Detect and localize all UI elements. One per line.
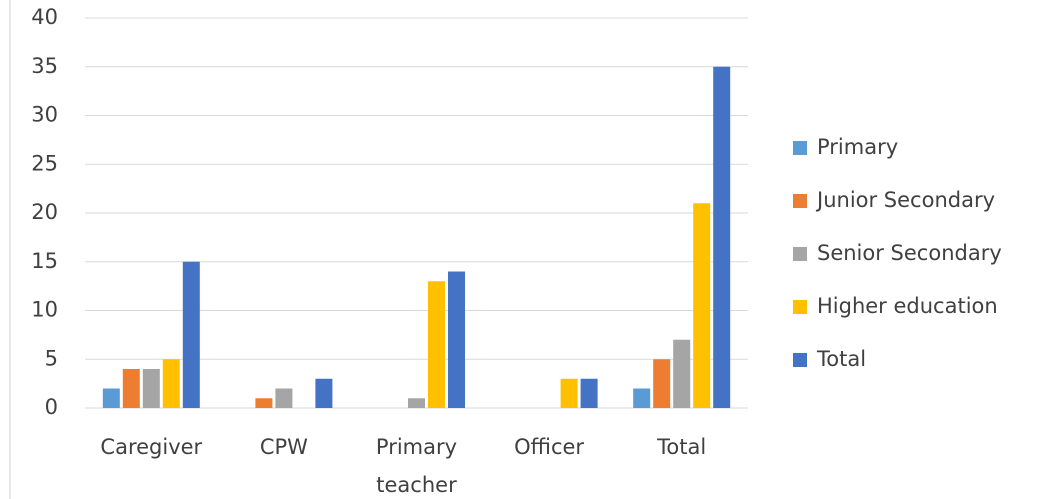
y-tick-label: 35 <box>31 54 58 78</box>
bar <box>653 359 671 408</box>
y-tick-label: 0 <box>45 395 58 419</box>
legend-label: Senior Secondary <box>817 241 1002 265</box>
bar <box>693 203 711 408</box>
bar <box>560 378 578 408</box>
legend-label: Primary <box>817 135 898 159</box>
legend-swatch <box>793 247 807 261</box>
y-tick-label: 30 <box>31 103 58 127</box>
legend-swatch <box>793 353 807 367</box>
legend-swatch <box>793 194 807 208</box>
y-tick-label: 15 <box>31 249 58 273</box>
y-tick-label: 5 <box>45 346 58 370</box>
bar <box>428 281 445 408</box>
x-tick-label: Caregiver <box>100 435 202 459</box>
y-tick-label: 40 <box>31 5 58 29</box>
legend-swatch <box>793 141 807 155</box>
y-tick-label: 10 <box>31 298 58 322</box>
bar <box>315 378 333 408</box>
legend-swatch <box>793 300 807 314</box>
bar <box>142 369 160 408</box>
bar <box>408 398 425 408</box>
x-tick-label: Primary teacher <box>376 435 457 497</box>
bar <box>580 378 598 408</box>
x-tick-label: CPW <box>260 435 308 459</box>
bar <box>713 66 731 408</box>
bar <box>102 388 120 408</box>
bar <box>122 369 140 408</box>
bar <box>673 339 691 408</box>
y-tick-label: 25 <box>31 151 58 175</box>
bar <box>162 359 180 408</box>
bar <box>255 398 273 408</box>
x-tick-label: Officer <box>514 435 584 459</box>
x-tick-label: Total <box>656 435 706 459</box>
legend-label: Junior Secondary <box>815 188 995 212</box>
legend-label: Higher education <box>817 294 998 318</box>
y-tick-label: 20 <box>31 200 58 224</box>
bar <box>448 271 465 408</box>
legend-label: Total <box>816 347 866 371</box>
bar <box>275 388 293 408</box>
bar <box>182 261 200 408</box>
bar <box>633 388 651 408</box>
